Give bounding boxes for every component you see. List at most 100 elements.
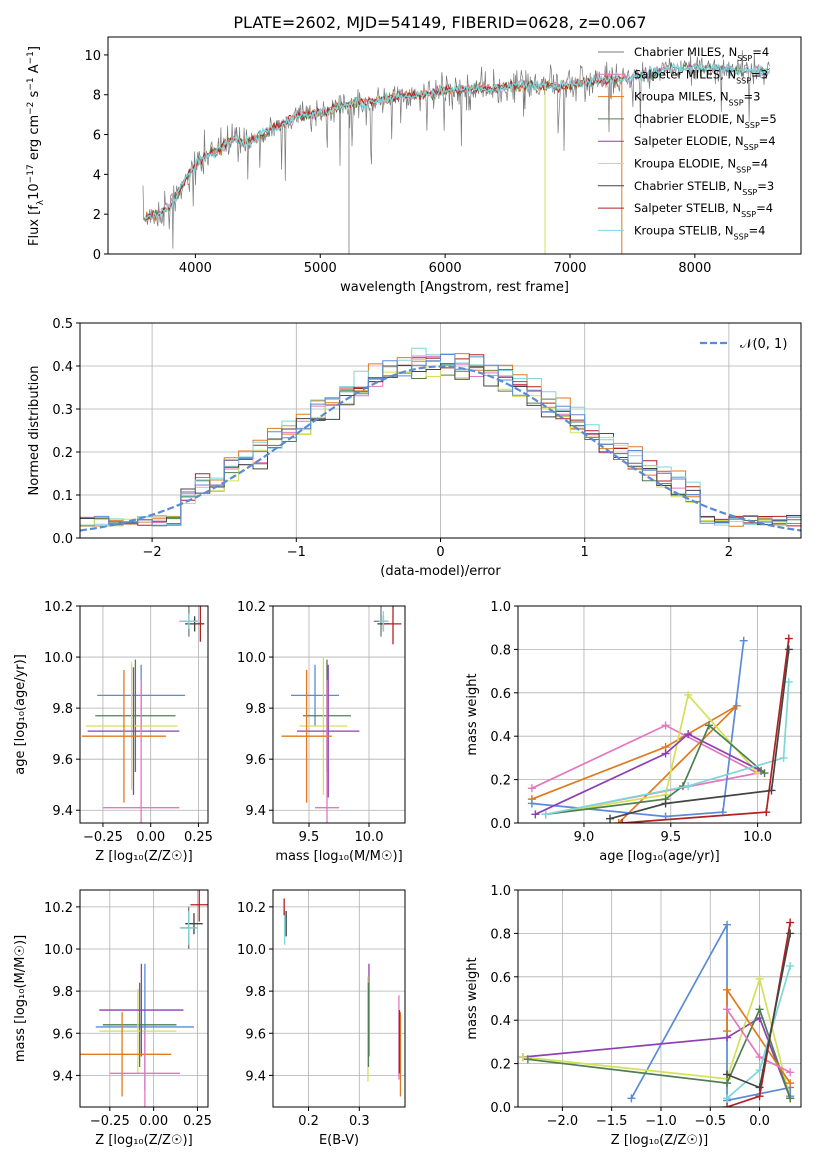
y-tick-label: 10.0 — [44, 651, 73, 666]
x-tick-label: −1.0 — [645, 1114, 677, 1129]
weight-marker — [762, 808, 771, 817]
x-tick-label: −0.5 — [694, 1114, 726, 1129]
y-tick-label: 9.6 — [52, 753, 73, 768]
x-tick-label: −1.5 — [596, 1114, 628, 1129]
weight-vs-metallicity-panel: −2.0 −1.5 −1.0 −0.5 0.0 0.0 0.2 0.4 0.6 0.8 1.0 Z [… — [465, 884, 802, 1148]
grid — [273, 605, 405, 823]
weight-marker — [614, 819, 623, 823]
weight-marker — [527, 784, 536, 793]
weight-marker — [755, 974, 764, 983]
weight-marker — [618, 819, 627, 823]
y-tick-label: 4 — [93, 168, 101, 183]
plot-area — [80, 890, 208, 1107]
legend-label: Chabrier ELODIE, NSSP=5 — [634, 112, 777, 129]
legend-text: Salpeter ELODIE, N — [634, 134, 744, 148]
weight-marker — [755, 1005, 764, 1014]
weight-marker — [786, 1079, 795, 1088]
x-tick-label: 1 — [581, 545, 589, 560]
weight-marker — [684, 730, 693, 739]
plot-area — [281, 606, 402, 823]
legend-subscript: SSP — [736, 76, 751, 85]
legend-text: Chabrier MILES, N — [634, 45, 737, 59]
y-label-part: ] — [27, 46, 42, 51]
y-tick-label: 0 — [93, 248, 101, 263]
weight-series-line — [522, 975, 792, 1099]
x-tick-label: 5000 — [304, 261, 337, 276]
y-label-part: 10 — [27, 183, 42, 200]
y-tick-label: 9.4 — [245, 1069, 266, 1084]
legend-text: =4 — [756, 201, 773, 215]
x-axis-label: mass [log₁₀(M/M☉)] — [275, 849, 402, 864]
weight-marker — [661, 799, 670, 808]
plot-area — [81, 606, 205, 823]
y-label-part: −1 — [26, 77, 36, 90]
y-tick-label: 0.6 — [490, 971, 511, 986]
x-tick-label: 7000 — [553, 261, 586, 276]
y-label-part: erg cm — [27, 115, 42, 164]
y-tick-label: 8 — [93, 89, 101, 104]
normal-curve — [80, 365, 801, 532]
plot-area — [142, 50, 771, 254]
weight-marker — [786, 918, 795, 927]
weight-marker — [760, 769, 769, 778]
legend-label: Salpeter STELIB, NSSP=4 — [634, 201, 773, 219]
y-tick-label: 9.8 — [52, 985, 73, 1000]
y-axis-label: mass [log₁₀(M/M☉)] — [13, 935, 28, 1062]
y-label-part: −17 — [26, 164, 36, 183]
weight-series-line — [531, 705, 738, 823]
axes-frame — [517, 605, 802, 824]
y-tick-label: 10.0 — [237, 651, 266, 666]
x-tick-label: 9.0 — [574, 830, 595, 845]
y-axis-label: Flux [fλ10−17 erg cm−2 s−1 A−1] — [26, 46, 46, 246]
legend-text: Chabrier STELIB, N — [634, 179, 742, 193]
legend-text: =3 — [744, 90, 761, 104]
weight-vs-age-panel: 9.0 9.5 10.0 0.0 0.2 0.4 0.6 0.8 1.0 age [log₁₀(a… — [465, 600, 802, 864]
residuals-histogram-panel: −2 −1 0 1 2 0.0 0.1 0.2 0.3 0.4 0.5 (data-model)/er… — [27, 317, 802, 579]
x-tick-label: 0.25 — [183, 1114, 212, 1129]
y-tick-label: 0.1 — [52, 489, 73, 504]
y-tick-label: 0.5 — [52, 317, 73, 332]
weight-series-line — [531, 640, 745, 818]
y-axis-label: age [log₁₀(age/yr)] — [13, 654, 28, 775]
x-tick-label: −2 — [143, 545, 162, 560]
weight-marker — [767, 786, 776, 795]
x-tick-label: 0.3 — [349, 1114, 370, 1129]
x-tick-label: 0.0 — [749, 1114, 770, 1129]
grid — [273, 890, 405, 1107]
y-tick-label: 0.0 — [52, 532, 73, 547]
weight-series-line — [535, 732, 762, 816]
y-tick-label: 0.8 — [490, 927, 511, 942]
legend-label: Kroupa ELODIE, NSSP=4 — [634, 157, 768, 175]
legend-text: Kroupa STELIB, N — [634, 223, 734, 237]
y-tick-label: 9.8 — [245, 985, 266, 1000]
weight-marker — [784, 634, 793, 643]
legend-text: =4 — [749, 223, 766, 237]
y-label-part: −2 — [26, 102, 36, 115]
weight-marker — [784, 645, 793, 654]
legend-subscript: SSP — [734, 232, 749, 241]
y-tick-label: 0.8 — [490, 643, 511, 658]
weight-series-line — [609, 649, 790, 820]
y-tick-label: 6 — [93, 129, 101, 144]
y-tick-label: 1.0 — [490, 600, 511, 615]
x-tick-label: 8000 — [678, 261, 711, 276]
y-label-part: A — [27, 64, 42, 77]
x-tick-label: 2 — [725, 545, 733, 560]
legend-text: =3 — [757, 179, 774, 193]
y-tick-label: 0.3 — [52, 403, 73, 418]
legend-label: Kroupa STELIB, NSSP=4 — [634, 223, 765, 241]
plot-area — [283, 898, 402, 1097]
legend-label: Chabrier STELIB, NSSP=3 — [634, 179, 774, 197]
legend-subscript: SSP — [741, 210, 756, 219]
age-vs-mass-panel: 9.5 10.0 9.4 9.6 9.8 10.0 10.2 mass [log₁₀(M/M☉… — [237, 600, 406, 864]
weight-marker — [755, 1053, 764, 1062]
weight-marker — [606, 814, 615, 823]
grid — [80, 605, 208, 823]
weight-marker — [661, 749, 670, 758]
y-tick-label: 9.4 — [52, 804, 73, 819]
axes-frame — [517, 889, 802, 1108]
weight-marker — [786, 1094, 795, 1103]
weight-marker — [786, 1068, 795, 1077]
legend-text: =4 — [751, 157, 768, 171]
